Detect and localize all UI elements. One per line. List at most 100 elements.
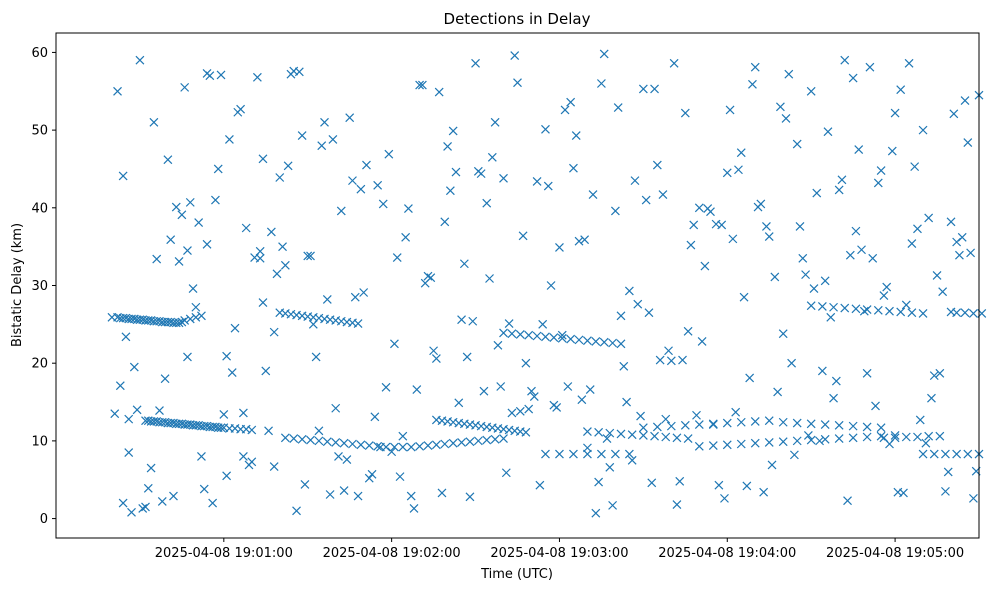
data-point <box>868 253 878 263</box>
data-point <box>624 449 634 459</box>
data-point <box>429 346 439 356</box>
data-point <box>876 431 886 441</box>
data-point <box>473 166 483 176</box>
data-point <box>658 190 668 200</box>
data-point <box>806 86 816 96</box>
data-point <box>820 420 830 429</box>
data-point <box>373 180 383 190</box>
data-point <box>669 58 679 68</box>
data-point <box>482 198 492 208</box>
data-point <box>171 202 181 212</box>
data-point <box>387 447 397 457</box>
data-point <box>703 204 713 214</box>
data-point <box>907 239 917 248</box>
data-point <box>132 405 142 415</box>
data-point <box>918 449 928 459</box>
data-point <box>890 108 900 118</box>
data-point <box>541 124 550 134</box>
data-point <box>672 433 682 443</box>
data-point <box>238 408 248 418</box>
data-point <box>745 373 755 383</box>
data-point <box>764 232 774 241</box>
data-point <box>496 382 506 391</box>
y-tick-label: 10 <box>31 434 48 449</box>
data-point <box>188 284 198 294</box>
data-point <box>286 69 296 79</box>
data-point <box>532 331 542 341</box>
data-point <box>613 103 623 113</box>
data-point <box>566 334 576 344</box>
data-point <box>736 148 746 158</box>
data-point <box>149 117 159 127</box>
data-point <box>775 102 785 112</box>
data-point <box>692 410 701 420</box>
data-point <box>473 436 483 446</box>
data-point <box>750 417 760 426</box>
data-point <box>269 462 279 471</box>
data-point <box>616 339 626 349</box>
data-point <box>129 362 139 372</box>
data-point <box>275 173 285 182</box>
data-point <box>113 86 122 96</box>
data-point <box>485 274 494 283</box>
data-point <box>325 490 335 499</box>
data-point <box>185 197 195 207</box>
data-point <box>915 415 925 425</box>
data-point <box>359 288 369 297</box>
data-point <box>392 253 402 262</box>
data-point <box>118 498 128 508</box>
data-point <box>546 281 556 290</box>
data-point <box>885 306 894 316</box>
data-point <box>652 422 662 432</box>
data-point <box>591 508 601 518</box>
data-point <box>121 332 131 342</box>
data-point <box>110 409 120 419</box>
data-point <box>417 80 427 90</box>
data-point <box>501 468 511 478</box>
data-point <box>722 418 732 428</box>
data-point <box>487 152 497 162</box>
y-tick-label: 0 <box>40 512 48 527</box>
data-point <box>211 195 220 205</box>
data-point <box>960 308 970 318</box>
data-point <box>605 462 615 472</box>
data-point <box>932 270 942 280</box>
data-point <box>762 222 771 231</box>
data-point <box>753 202 763 212</box>
data-point <box>789 450 799 460</box>
data-point <box>465 437 475 447</box>
data-point <box>283 161 293 171</box>
data-point <box>963 449 973 459</box>
data-point <box>770 272 780 282</box>
data-point <box>650 84 659 94</box>
data-point <box>801 270 811 280</box>
data-point <box>594 427 604 437</box>
data-point <box>194 218 204 227</box>
data-point <box>348 439 357 449</box>
data-point <box>901 432 911 442</box>
data-point <box>317 141 327 151</box>
data-point <box>742 481 752 491</box>
data-point <box>241 223 251 233</box>
data-point <box>929 449 939 459</box>
data-point <box>157 497 167 506</box>
data-point <box>373 441 383 451</box>
y-tick-label: 30 <box>31 279 48 294</box>
data-point <box>605 428 615 438</box>
data-point <box>549 333 559 342</box>
data-point <box>138 504 148 513</box>
data-point <box>353 319 363 328</box>
data-point <box>608 338 618 348</box>
data-point <box>602 434 612 443</box>
data-point <box>406 442 416 452</box>
data-point <box>722 168 732 178</box>
data-point <box>141 502 150 512</box>
data-point <box>865 62 875 72</box>
data-point <box>216 70 226 80</box>
data-point <box>294 67 304 77</box>
data-point <box>968 309 978 318</box>
data-point <box>913 432 922 442</box>
data-point <box>555 449 564 459</box>
data-point <box>792 139 802 149</box>
